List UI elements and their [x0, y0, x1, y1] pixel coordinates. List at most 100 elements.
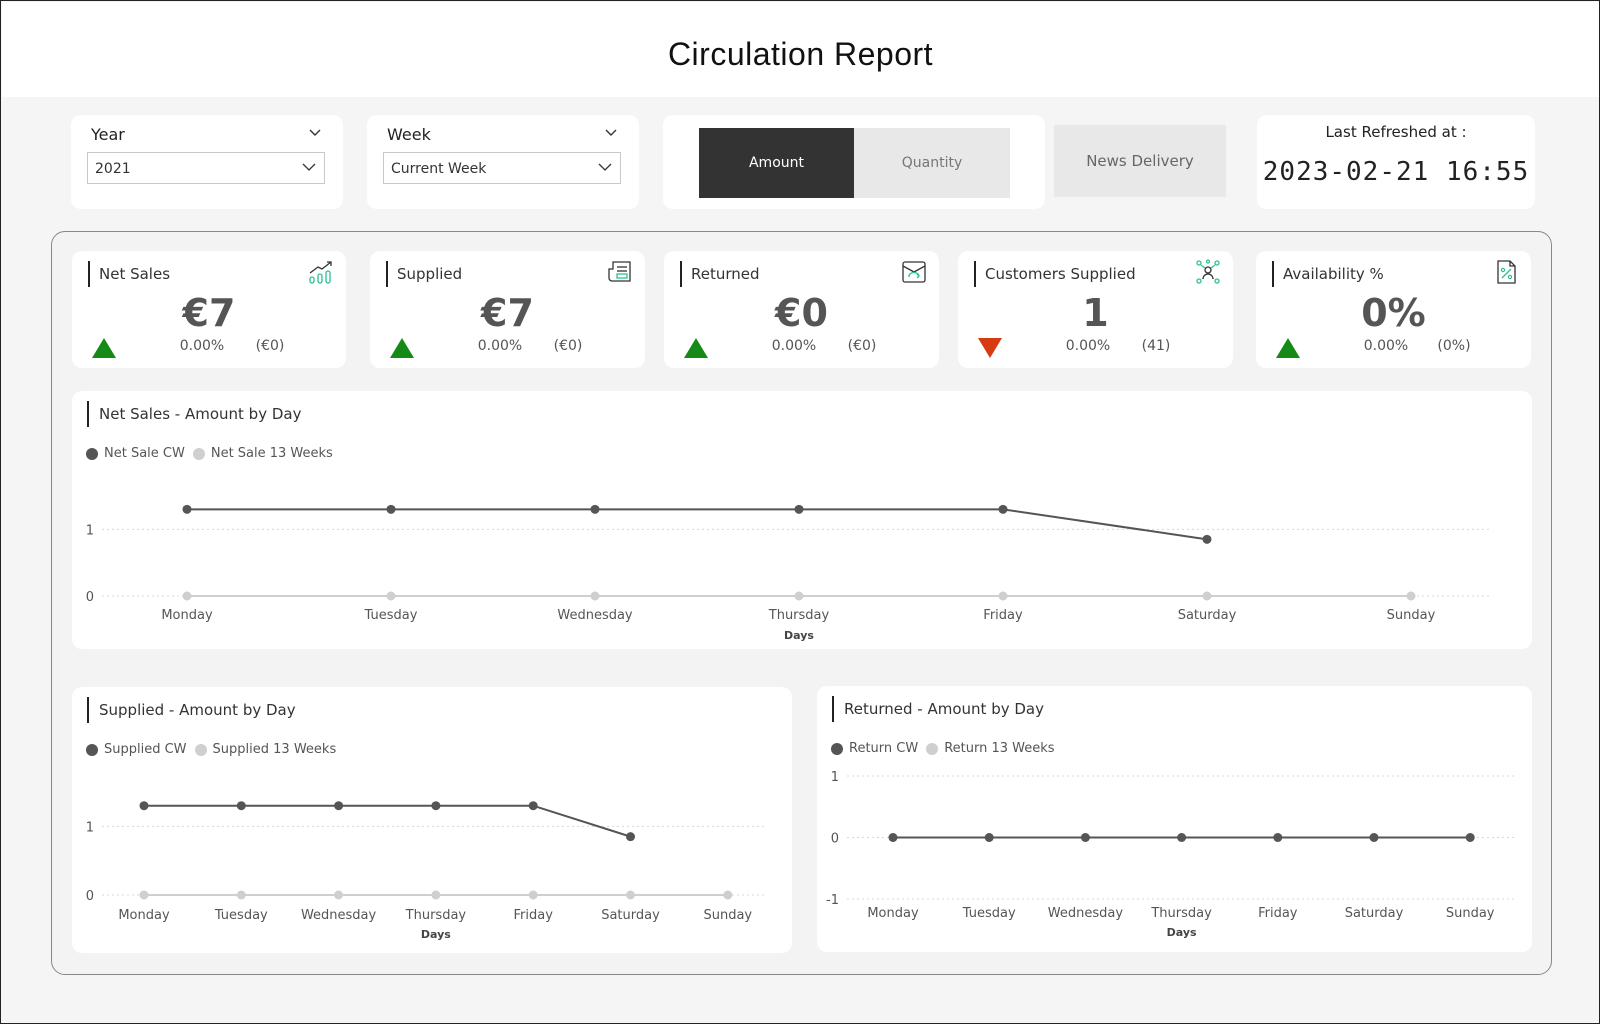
legend-item-cw[interactable]: Return CW	[831, 741, 918, 756]
data-point	[1369, 833, 1379, 842]
kpi-card-returned[interactable]: Returned €0 0.00% (€0)	[664, 251, 939, 368]
kpi-value: €7	[182, 291, 236, 335]
kpi-accent-bar	[386, 261, 388, 287]
y-tick-label: 0	[831, 832, 839, 847]
legend-item-13-weeks[interactable]: Return 13 Weeks	[926, 741, 1055, 756]
x-tick-label: Monday	[161, 608, 213, 623]
data-point	[386, 591, 396, 601]
year-dropdown[interactable]: 2021	[87, 152, 325, 184]
chart-plot-area: 0 1 Monday Tuesday Wednesday Thursday Friday Sa…	[86, 504, 1492, 642]
kpi-change-value: (€0)	[553, 338, 583, 354]
quantity-button[interactable]: Quantity	[854, 128, 1010, 198]
x-tick-label: Sunday	[1387, 608, 1436, 623]
kpi-card-availability[interactable]: Availability % 0% 0.00% (0%)	[1256, 251, 1531, 368]
data-point	[139, 801, 149, 811]
data-point	[1202, 534, 1212, 544]
x-tick-label: Saturday	[1345, 906, 1404, 921]
kpi-change-percent: 0.00%	[1065, 338, 1111, 354]
page-title: Circulation Report	[667, 36, 934, 72]
data-point	[626, 832, 635, 842]
x-tick-label: Sunday	[1446, 906, 1495, 921]
data-point	[590, 591, 600, 601]
kpi-card-supplied[interactable]: Supplied €7 0.00% (€0)	[370, 251, 645, 368]
data-point	[182, 504, 192, 514]
x-tick-label: Tuesday	[214, 908, 268, 923]
legend-label: Net Sale 13 Weeks	[210, 446, 333, 461]
chart-accent-bar	[87, 697, 89, 723]
kpi-card-net-sales[interactable]: Net Sales €7 0.00% (€0)	[72, 251, 346, 368]
series-line	[144, 804, 631, 838]
kpi-change-percent: 0.00%	[771, 338, 817, 354]
x-tick-label: Tuesday	[962, 906, 1016, 921]
x-axis-label: Days	[784, 629, 814, 642]
y-tick-label: 0	[86, 590, 94, 605]
series-line	[187, 508, 1208, 541]
percent-document-icon	[1497, 260, 1516, 284]
chart-legend: Net Sale CW Net Sale 13 Weeks	[86, 446, 341, 461]
y-tick-label: 1	[86, 523, 94, 538]
x-tick-label: Thursday	[405, 908, 467, 923]
week-dropdown[interactable]: Current Week	[383, 152, 621, 184]
kpi-change-percent: 0.00%	[179, 338, 225, 354]
legend-marker	[86, 447, 98, 460]
data-point	[1202, 591, 1212, 601]
data-point	[1465, 833, 1475, 842]
kpi-accent-bar	[974, 261, 976, 287]
legend-item-13-weeks[interactable]: Net Sale 13 Weeks	[192, 446, 333, 461]
x-tick-label: Wednesday	[301, 908, 377, 923]
legend-label: Supplied CW	[104, 742, 187, 757]
chart-plot-area: -1 0 1 Monday Tuesday Wednesday Thursday Friday…	[826, 770, 1517, 939]
x-tick-label: Friday	[1258, 906, 1298, 921]
kpi-change-value: (€0)	[847, 338, 877, 354]
legend-label: Net Sale CW	[104, 446, 185, 461]
data-point	[1080, 833, 1090, 842]
chart-accent-bar	[87, 401, 89, 427]
supplied-chart[interactable]: Supplied - Amount by Day Supplied CW Sup…	[72, 687, 792, 953]
chart-legend: Supplied CW Supplied 13 Weeks	[86, 742, 344, 757]
kpi-value: €7	[481, 291, 534, 335]
legend-label: Supplied 13 Weeks	[212, 742, 337, 757]
kpi-value: €0	[775, 291, 828, 335]
legend-label: Return CW	[849, 741, 919, 756]
kpi-name: Returned	[691, 265, 760, 283]
data-point	[998, 504, 1008, 514]
legend-marker	[831, 742, 843, 755]
legend-marker	[194, 743, 207, 756]
kpi-accent-bar	[1272, 261, 1274, 287]
chart-title: Net Sales - Amount by Day	[99, 405, 302, 423]
network-users-icon	[1196, 259, 1220, 284]
data-point	[386, 504, 396, 514]
chevron-down-icon[interactable]	[309, 127, 321, 139]
data-point	[1406, 591, 1416, 601]
kpi-change-percent: 0.00%	[477, 338, 523, 354]
legend-item-cw[interactable]: Supplied CW	[86, 742, 187, 757]
chart-plot-area: 0 1 Monday Tuesday Wednesday Thursday Friday Sa…	[86, 801, 767, 941]
data-point	[723, 890, 733, 900]
last-refreshed-value: 2023-02-21 16:55	[1262, 157, 1530, 187]
x-tick-label: Thursday	[768, 608, 830, 623]
measure-toggle: Amount Quantity	[663, 115, 1045, 209]
net-sales-chart[interactable]: Net Sales - Amount by Day Net Sale CW Ne…	[72, 391, 1532, 649]
kpi-accent-bar	[680, 261, 682, 287]
legend-item-cw[interactable]: Net Sale CW	[86, 446, 185, 461]
chevron-down-icon[interactable]	[605, 127, 617, 139]
last-refreshed-label: Last Refreshed at :	[1325, 123, 1467, 141]
news-delivery-button[interactable]: News Delivery	[1054, 125, 1226, 197]
legend-item-13-weeks[interactable]: Supplied 13 Weeks	[194, 742, 337, 757]
chart-title: Returned - Amount by Day	[844, 700, 1044, 718]
trend-up-icon	[390, 338, 414, 358]
data-point	[236, 890, 246, 900]
data-point	[998, 591, 1008, 601]
year-dropdown-value: 2021	[95, 161, 131, 177]
data-point	[334, 801, 344, 811]
y-tick-label: 0	[86, 889, 94, 904]
returned-chart[interactable]: Returned - Amount by Day Return CW Retur…	[817, 686, 1532, 952]
legend-label: Return 13 Weeks	[944, 741, 1055, 756]
trend-up-icon	[1276, 338, 1300, 358]
kpi-card-customers-supplied[interactable]: Customers Supplied 1 0.00% (41)	[958, 251, 1233, 368]
kpi-name: Customers Supplied	[985, 265, 1136, 283]
chevron-down-icon	[302, 163, 316, 171]
kpi-name: Availability %	[1283, 265, 1384, 283]
x-tick-label: Monday	[867, 906, 919, 921]
amount-button[interactable]: Amount	[699, 128, 854, 198]
